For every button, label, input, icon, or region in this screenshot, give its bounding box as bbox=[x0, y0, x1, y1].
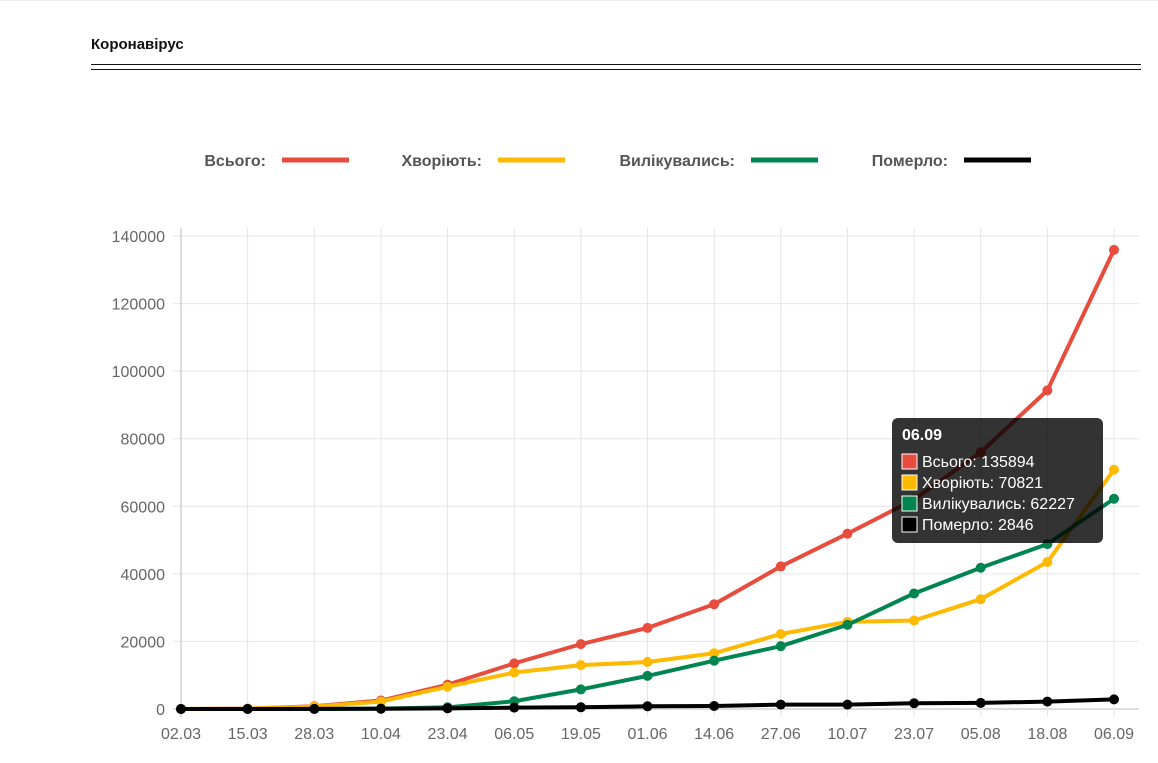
data-point[interactable] bbox=[442, 681, 453, 692]
data-point[interactable] bbox=[909, 588, 920, 599]
x-tick-label: 19.05 bbox=[561, 726, 601, 743]
tooltip-line: Всього: 135894 bbox=[922, 454, 1035, 471]
y-tick-label: 80000 bbox=[121, 432, 166, 449]
x-tick-label: 15.03 bbox=[228, 726, 268, 743]
data-point[interactable] bbox=[709, 700, 720, 711]
x-tick-label: 23.04 bbox=[428, 726, 468, 743]
data-point[interactable] bbox=[709, 599, 720, 610]
data-point[interactable] bbox=[709, 655, 720, 666]
x-tick-label: 06.09 bbox=[1094, 726, 1134, 743]
data-point[interactable] bbox=[775, 641, 786, 652]
data-point[interactable] bbox=[375, 696, 386, 707]
data-point[interactable] bbox=[1042, 557, 1053, 568]
x-tick-label: 10.07 bbox=[827, 726, 867, 743]
data-point[interactable] bbox=[842, 528, 853, 539]
legend-item[interactable]: Хворіють: bbox=[401, 153, 565, 170]
grid bbox=[173, 228, 1139, 717]
data-point[interactable] bbox=[975, 594, 986, 605]
tooltip-line: Хворіють: 70821 bbox=[922, 475, 1043, 492]
data-point[interactable] bbox=[509, 702, 520, 713]
data-point[interactable] bbox=[709, 648, 720, 659]
legend-label: Всього: bbox=[204, 153, 266, 170]
data-point[interactable] bbox=[909, 615, 920, 626]
data-point[interactable] bbox=[975, 562, 986, 573]
y-tick-label: 140000 bbox=[112, 229, 165, 246]
data-point[interactable] bbox=[575, 684, 586, 695]
data-point[interactable] bbox=[442, 703, 453, 714]
data-point[interactable] bbox=[1109, 694, 1119, 705]
data-point[interactable] bbox=[509, 658, 520, 669]
title-underline-top bbox=[91, 64, 1141, 65]
tooltip-swatch bbox=[901, 453, 918, 470]
data-point[interactable] bbox=[775, 699, 786, 710]
data-point[interactable] bbox=[1109, 493, 1119, 504]
data-point[interactable] bbox=[176, 704, 186, 714]
data-point[interactable] bbox=[975, 697, 986, 708]
data-point[interactable] bbox=[642, 670, 653, 681]
tooltip-box bbox=[892, 418, 1103, 543]
x-tick-label: 14.06 bbox=[694, 726, 734, 743]
data-point[interactable] bbox=[1042, 385, 1053, 396]
y-tick-label: 40000 bbox=[121, 567, 166, 584]
tooltip-swatch bbox=[901, 474, 918, 491]
x-tick-label: 28.03 bbox=[294, 726, 334, 743]
page-title: Коронавірус bbox=[91, 36, 184, 53]
tooltip-line: Померло: 2846 bbox=[922, 517, 1034, 534]
y-tick-label: 100000 bbox=[112, 364, 165, 381]
title-underline-bottom bbox=[91, 69, 1141, 70]
legend-item[interactable]: Вилікувались: bbox=[620, 153, 819, 170]
data-point[interactable] bbox=[642, 701, 653, 712]
tooltip-title: 06.09 bbox=[902, 427, 942, 444]
tooltip-line: Вилікувались: 62227 bbox=[922, 496, 1075, 513]
data-point[interactable] bbox=[842, 619, 853, 630]
data-point[interactable] bbox=[1109, 464, 1119, 475]
data-point[interactable] bbox=[575, 639, 586, 650]
data-point[interactable] bbox=[575, 702, 586, 713]
data-point[interactable] bbox=[375, 703, 386, 714]
x-tick-label: 06.05 bbox=[494, 726, 534, 743]
top-divider bbox=[0, 0, 1158, 1]
data-point[interactable] bbox=[575, 660, 586, 671]
x-tick-label: 01.06 bbox=[627, 726, 667, 743]
data-point[interactable] bbox=[909, 698, 920, 709]
data-point[interactable] bbox=[842, 699, 853, 710]
data-point[interactable] bbox=[309, 703, 320, 714]
y-tick-label: 120000 bbox=[112, 297, 165, 314]
data-point[interactable] bbox=[1109, 244, 1119, 255]
y-tick-label: 60000 bbox=[121, 499, 166, 516]
data-point[interactable] bbox=[775, 628, 786, 639]
x-tick-label: 02.03 bbox=[161, 726, 201, 743]
x-tick-label: 27.06 bbox=[761, 726, 801, 743]
data-point[interactable] bbox=[242, 704, 253, 714]
y-tick-label: 20000 bbox=[121, 634, 166, 651]
data-point[interactable] bbox=[642, 657, 653, 668]
data-point[interactable] bbox=[642, 622, 653, 633]
legend-label: Вилікувались: bbox=[620, 153, 736, 170]
x-tick-label: 10.04 bbox=[361, 726, 401, 743]
legend-item[interactable]: Всього: bbox=[204, 153, 349, 170]
legend-item[interactable]: Померло: bbox=[872, 153, 1031, 170]
x-tick-label: 23.07 bbox=[894, 726, 934, 743]
data-point[interactable] bbox=[1042, 696, 1053, 707]
x-tick-label: 18.08 bbox=[1027, 726, 1067, 743]
tooltip: 06.09 Всього: 135894 Хворіють: 70821 Виліку… bbox=[892, 418, 1103, 543]
tooltip-swatch bbox=[901, 495, 918, 512]
y-tick-label: 0 bbox=[156, 702, 165, 719]
tooltip-swatch bbox=[901, 516, 918, 533]
x-tick-label: 05.08 bbox=[961, 726, 1001, 743]
legend-label: Хворіють: bbox=[401, 153, 482, 170]
data-point[interactable] bbox=[509, 667, 520, 678]
legend-label: Померло: bbox=[872, 153, 948, 170]
data-point[interactable] bbox=[775, 561, 786, 572]
